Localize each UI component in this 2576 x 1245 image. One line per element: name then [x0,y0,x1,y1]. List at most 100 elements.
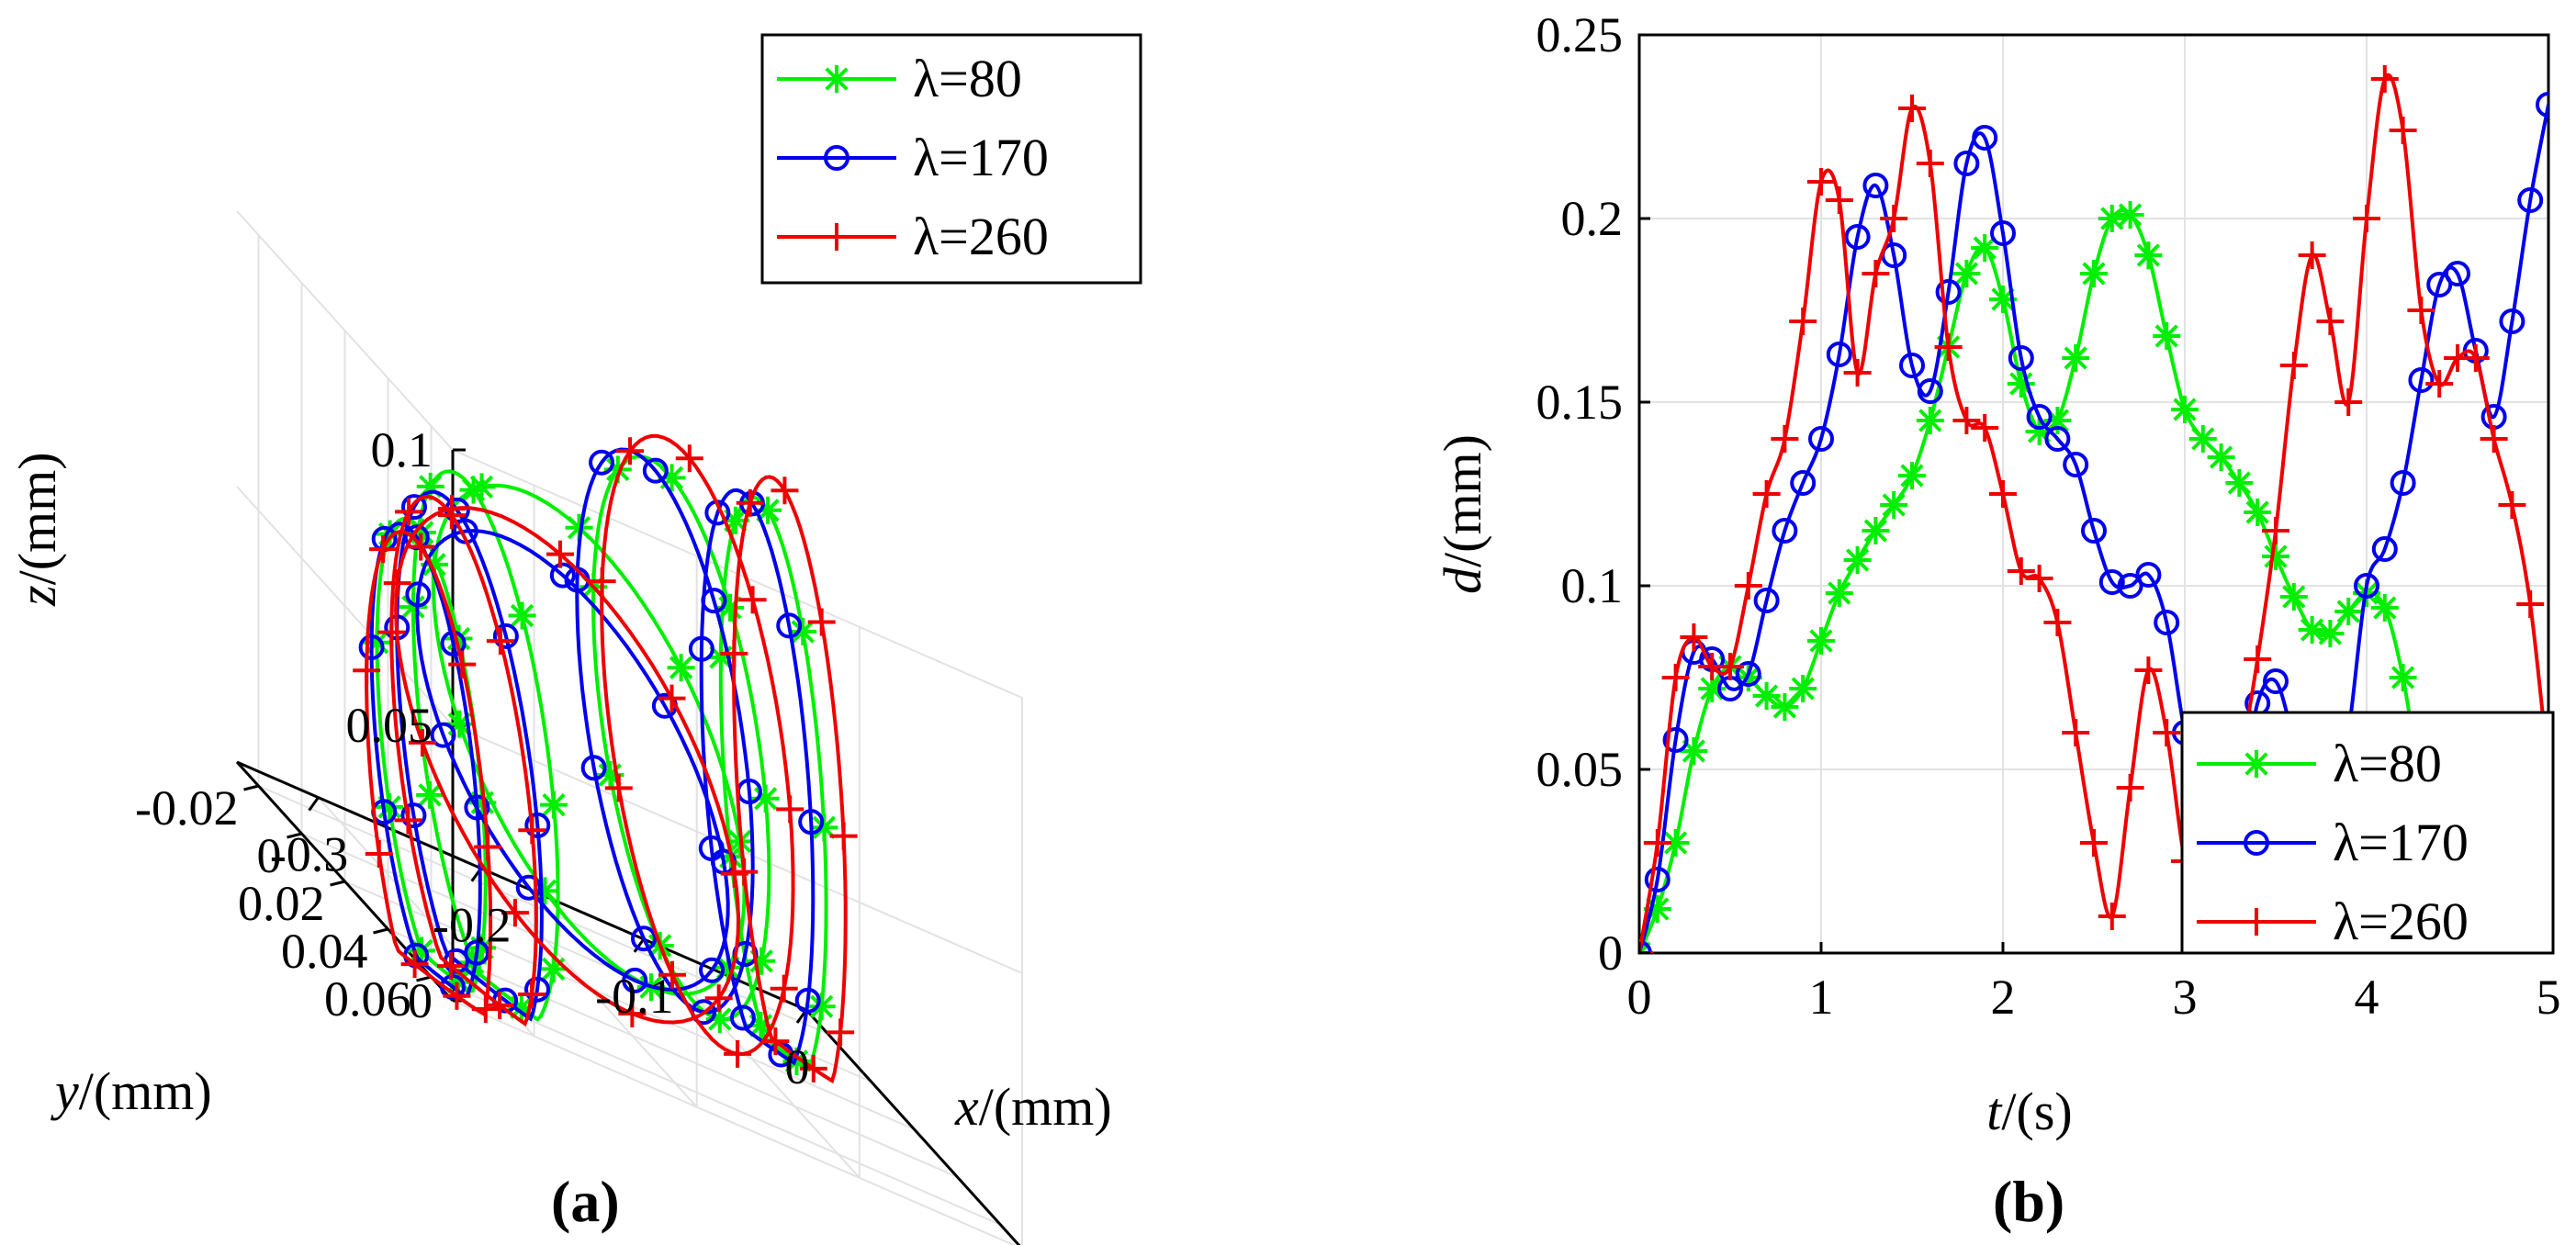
panel-a-series-2-loop-0 [732,475,848,1084]
panel-b-point-2-22 [2025,565,2053,592]
panel-a-point-1-1-50 [580,755,607,781]
panel-b-point-0-16 [1916,407,1944,434]
panel-b-legend-entry-marker-0 [2243,750,2270,778]
panel-a-xtick-label-3: 0 [785,1039,810,1094]
panel-b-point-1-41 [2371,536,2398,562]
panel-b-ticks: 0 1 2 3 4 5 0 0.05 0.1 0.15 0.2 0.25 [1536,7,2561,1025]
panel-b-point-0-33 [2225,469,2254,497]
panel-a-grid-side-z-2 [236,210,454,451]
panel-a-point-1-1-60 [631,925,658,952]
panel-a-ytick-label-4: 0.06 [324,971,411,1026]
panel-b-point-2-3 [1680,623,1708,651]
panel-b-xtick-label-2: 2 [1991,970,2016,1025]
panel-a-ztick-label-0: 0 [408,973,433,1028]
panel-b-series-line-1 [1639,104,2548,953]
panel-b-ytick-label-0: 0 [1598,925,1623,981]
panel-b-point-0-28 [2134,241,2163,269]
panel-a-point-2-3-80 [518,980,546,1008]
panel-a-point-2-1-20 [675,444,703,473]
panel-b-point-2-8 [1771,425,1799,453]
panel-a-point-2-0-30 [736,488,764,517]
panel-a-point-1-0-10 [776,612,803,639]
panel-b-point-2-13 [1862,260,1890,287]
panel-a-grid-floor-y-2 [344,880,915,1130]
panel-b-point-0-18 [1952,260,1981,287]
panel-b-point-1-50 [2536,92,2548,118]
panel-a-point-0-3-50 [416,780,444,809]
panel-b-point-2-42 [2389,117,2417,144]
panel-a-point-1-2-20 [549,562,576,589]
panel-b-point-2-23 [2043,609,2072,636]
panel-a-point-2-0-20 [771,477,799,505]
panel-a-point-2-1-50 [604,774,633,802]
panel-b-point-2-49 [2516,590,2545,618]
panel-b-point-1-24 [2063,452,2089,477]
panel-b-ytick-label-5: 0.25 [1536,7,1624,62]
panel-b-point-0-25 [2080,260,2108,287]
panel-b-point-0-29 [2153,322,2181,350]
panel-a-point-2-0-70 [799,1054,827,1082]
panel-a-point-2-1-10 [738,586,767,614]
panel-a-legend-entry-label-1: λ=170 [913,128,1049,187]
panel-a-point-1-0-40 [688,635,714,662]
panel-b-point-0-10 [1807,627,1835,655]
panel-b-point-2-43 [2407,297,2435,324]
panel-b-xtick-label-5: 5 [2537,970,2561,1025]
panel-b-point-1-18 [1953,151,1980,176]
panel-a-point-2-2-20 [546,540,574,568]
panel-b-point-0-36 [2279,583,2308,611]
panel-a-point-0-3-10 [508,601,536,630]
panel-a-point-1-2-50 [430,722,456,748]
panel-b-series-0 [1639,201,2548,953]
panel-a-point-0-3-20 [459,476,488,504]
panel-a-point-0-0-20 [754,496,782,524]
panel-a-point-2-1-30 [616,437,645,465]
panel-b-ytick-label-3: 0.15 [1536,375,1624,430]
panel-a-point-2-2-60 [501,899,529,927]
panel-a-point-1-0-60 [729,1004,756,1031]
panel-b-point-1-23 [2044,426,2071,452]
panel-a-point-2-4-80 [471,995,500,1024]
panel-a-point-0-2-10 [667,654,695,682]
panel-b-point-1-8 [1772,518,1798,544]
panel-b-point-1-15 [1899,353,1925,378]
panel-a-point-1-0-80 [794,987,821,1014]
panel-a-xtick-mark-2 [633,937,646,953]
panel-a-grid-back-z-0 [452,1000,1017,1245]
panel-a-legend-entry-label-0: λ=80 [913,49,1022,108]
panel-b-point-1-21 [2008,345,2034,371]
panel-a-ztick-label-1: 0.05 [346,698,433,753]
panel-b-point-1-42 [2390,470,2416,496]
panel-a-point-2-1-60 [658,960,687,989]
panel-a-point-0-0-10 [789,617,817,645]
panel-a-point-2-3-10 [486,627,514,656]
panel-a-series-0-loop-2 [432,483,747,996]
panel-a-ylabel: y/(mm) [51,1061,212,1121]
panel-a-legend-entry-marker-0 [823,65,850,93]
panel-a-point-2-0-40 [720,639,748,667]
panel-b-point-1-43 [2408,367,2435,393]
panel-b-point-1-40 [2354,573,2379,599]
panel-a-ytick-label-2: 0.02 [238,876,325,931]
panel-a-point-1-2-80 [699,957,726,983]
panel-a-point-2-3-30 [395,498,423,526]
panel-a-series-2-loop-2 [394,506,741,1025]
panel-b-series-line-2 [1639,73,2548,953]
panel-a-point-1-1-30 [589,449,615,476]
panel-a-ztick-label-2: 0.1 [371,422,433,477]
panel-b-point-0-26 [2098,205,2126,232]
panel-a-point-2-1-70 [724,1039,752,1068]
panel-b-point-0-3 [1680,737,1708,765]
panel-a-point-1-2-70 [622,967,648,993]
panel-a-series-2 [353,433,858,1084]
panel-a-point-2-3-20 [437,501,466,530]
panel-b-point-2-41 [2370,65,2399,93]
panel-a-series-2-loop-3 [389,494,538,1026]
panel-b-legend-entry-marker-1 [2244,830,2269,856]
panel-b-point-1-22 [2026,404,2053,430]
panel-a-xtick-label-2: -0.1 [595,969,673,1024]
panel-a-point-1-4-80 [464,939,490,966]
panel-a-point-2-3-60 [436,952,465,981]
panel-b-point-2-12 [1843,359,1872,387]
